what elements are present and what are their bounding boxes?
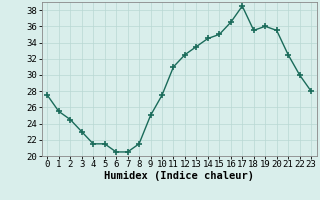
X-axis label: Humidex (Indice chaleur): Humidex (Indice chaleur) — [104, 171, 254, 181]
